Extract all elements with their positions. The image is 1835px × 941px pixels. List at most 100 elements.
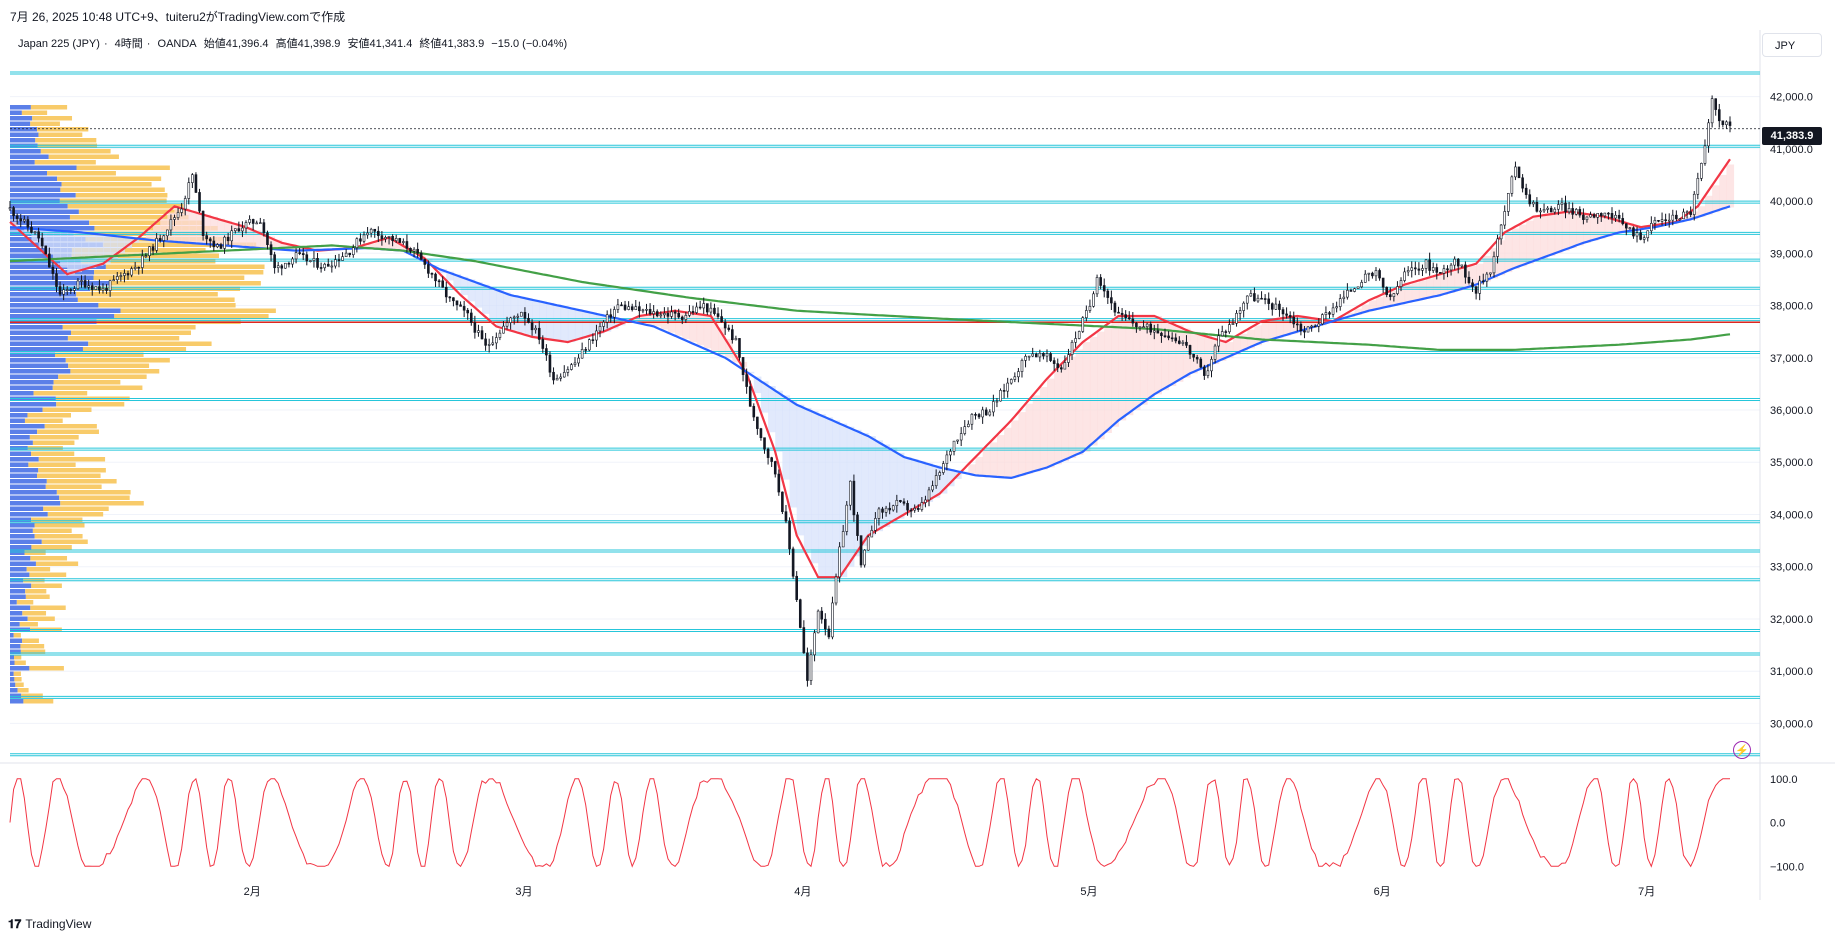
volume-bar-down	[76, 292, 218, 297]
volume-bar-down	[78, 209, 186, 214]
candle-body	[1642, 237, 1646, 240]
volume-bar-down	[88, 341, 212, 346]
candle-body	[1442, 268, 1446, 274]
candle-body	[1210, 359, 1213, 372]
cloud-segment	[782, 395, 791, 480]
cloud-segment	[467, 279, 476, 302]
volume-bar-up	[10, 572, 30, 577]
candle-body	[233, 228, 237, 232]
currency-button[interactable]: JPY	[1762, 33, 1822, 57]
candle-body	[1199, 358, 1203, 368]
candle-body	[1045, 353, 1049, 357]
candle-body	[1528, 194, 1532, 205]
volume-bar-down	[43, 506, 109, 511]
price-candles[interactable]	[8, 95, 1732, 687]
cloud-segment	[1576, 212, 1584, 246]
cloud-segment	[1132, 315, 1141, 410]
candle-body	[119, 275, 123, 277]
candle-body	[1521, 177, 1524, 189]
candle-body	[1353, 288, 1356, 292]
candle-body	[1070, 341, 1074, 355]
candle-body	[1113, 302, 1117, 313]
candle-body	[1392, 293, 1396, 297]
volume-bar-up	[10, 550, 25, 555]
candle-body	[158, 238, 162, 241]
volume-bar-down	[37, 429, 99, 434]
time-axis[interactable]: 2月 3月 4月 5月 6月 7月	[244, 886, 1656, 898]
open-value: 始値41,396.4	[203, 38, 269, 50]
candle-body	[1324, 312, 1328, 315]
cloud-segment	[1440, 274, 1449, 296]
candle-body	[1142, 326, 1145, 328]
candle-body	[1446, 268, 1449, 271]
interval-label[interactable]: 4時間	[114, 38, 143, 50]
candle-body	[1696, 178, 1700, 195]
tradingview-logo[interactable]: 𝟏𝟕 TradingView	[8, 917, 91, 932]
candle-body	[87, 285, 90, 288]
cloud-segment	[1018, 412, 1027, 476]
volume-bar-down	[37, 473, 101, 478]
cloud-segment	[861, 432, 869, 546]
candle-body	[1228, 324, 1231, 333]
candle-body	[605, 314, 609, 323]
candle-body	[1567, 208, 1571, 213]
volume-bar-down	[30, 121, 60, 126]
volume-bar-up	[10, 193, 76, 198]
candle-body	[26, 219, 30, 228]
volume-bar-down	[15, 682, 24, 687]
candle-body	[1617, 214, 1621, 219]
ema-cloud-fill	[10, 164, 1735, 578]
volume-bar-down	[105, 264, 265, 269]
candle-body	[312, 258, 316, 261]
candle-body	[1607, 212, 1610, 215]
candle-body	[673, 311, 677, 314]
cloud-segment	[539, 301, 547, 338]
volume-bar-up	[10, 297, 78, 302]
candle-body	[455, 300, 459, 306]
candle-body	[1710, 98, 1714, 124]
candle-body	[205, 235, 208, 240]
support-resistance-lines[interactable]	[10, 71, 1760, 757]
candle-body	[1167, 335, 1170, 339]
candle-body	[219, 244, 223, 249]
candle-body	[1653, 219, 1657, 224]
cloud-segment	[381, 239, 390, 250]
cloud-segment	[675, 310, 683, 336]
candle-body	[487, 344, 491, 346]
volume-bar-up	[10, 682, 16, 687]
candle-body	[137, 266, 141, 269]
candle-body	[248, 219, 251, 223]
candle-body	[952, 440, 956, 452]
cloud-segment	[832, 420, 841, 578]
candle-body	[995, 400, 999, 403]
cloud-segment	[95, 233, 104, 266]
candle-body	[541, 339, 545, 349]
candle-body	[101, 288, 105, 291]
cloud-segment	[760, 381, 769, 413]
cloud-segment	[160, 218, 168, 241]
candle-body	[641, 309, 645, 312]
candle-body	[284, 262, 287, 269]
volume-bar-down	[30, 105, 68, 110]
candle-body	[1610, 213, 1614, 219]
price-axis[interactable]: 42,000.0 41,000.0 40,000.0 39,000.0 38,000.0…	[1770, 92, 1813, 731]
volume-bar-up	[10, 336, 68, 341]
lightning-icon[interactable]: ⚡	[1733, 741, 1751, 759]
candle-body	[1192, 354, 1195, 358]
oscillator-pane[interactable]: 100.0 0.0 −100.0	[9, 774, 1804, 874]
candle-body	[1127, 317, 1131, 320]
symbol-legend[interactable]: Japan 225 (JPY) · 4時間 · OANDA 始値41,396.4 高…	[18, 38, 568, 50]
candle-body	[852, 480, 856, 516]
volume-bar-up	[10, 517, 32, 522]
symbol-name[interactable]: Japan 225 (JPY)	[18, 38, 100, 50]
candle-body	[369, 228, 373, 234]
cloud-segment	[703, 314, 712, 349]
cloud-segment	[853, 429, 862, 557]
candle-body	[434, 273, 437, 282]
cloud-segment	[1104, 326, 1112, 433]
candle-body	[12, 207, 15, 217]
candle-body	[1027, 355, 1031, 358]
candle-body	[795, 575, 798, 600]
candle-body	[1031, 353, 1035, 357]
